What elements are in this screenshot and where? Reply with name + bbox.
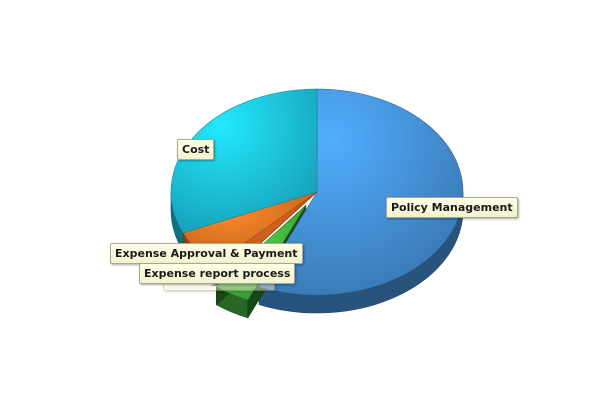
pie-slice-cost bbox=[170, 88, 318, 234]
slice-label-expense-approval-payment: Expense Approval & Payment bbox=[110, 243, 303, 264]
slice-label-expense-report-process: Expense report process bbox=[139, 263, 296, 284]
slice-label-cost: Cost bbox=[177, 139, 215, 160]
slice-label-policy-management: Policy Management bbox=[386, 197, 518, 218]
